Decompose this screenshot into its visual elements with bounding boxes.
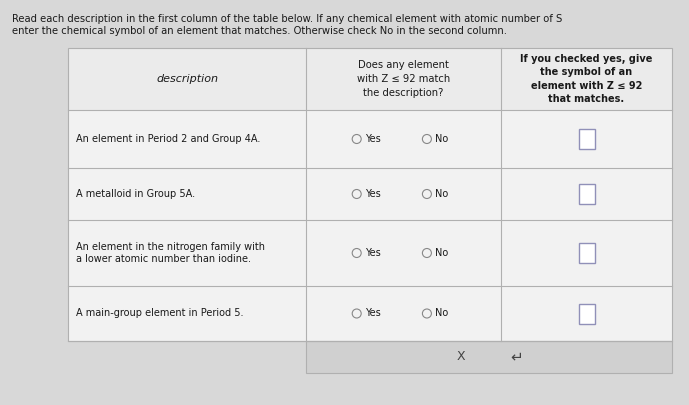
Text: description: description: [156, 74, 218, 84]
Text: Yes: Yes: [364, 134, 380, 144]
Text: An element in the nitrogen family with
a lower atomic number than iodine.: An element in the nitrogen family with a…: [76, 242, 265, 264]
Bar: [68, 48, 672, 110]
Text: No: No: [435, 134, 448, 144]
Bar: [68, 48, 672, 341]
Text: ↵: ↵: [511, 350, 524, 364]
Bar: [579, 184, 595, 204]
Bar: [68, 48, 672, 341]
Bar: [579, 243, 595, 263]
Text: Does any element
with Z ≤ 92 match
the description?: Does any element with Z ≤ 92 match the d…: [357, 60, 450, 98]
Text: A main-group element in Period 5.: A main-group element in Period 5.: [76, 309, 243, 318]
Text: enter the chemical symbol of an element that matches. Otherwise check No in the : enter the chemical symbol of an element …: [12, 26, 507, 36]
Text: A metalloid in Group 5A.: A metalloid in Group 5A.: [76, 189, 195, 199]
Bar: [579, 303, 595, 324]
Text: Yes: Yes: [364, 189, 380, 199]
Text: Read each description in the first column of the table below. If any chemical el: Read each description in the first colum…: [12, 14, 562, 24]
Text: No: No: [435, 248, 448, 258]
Text: If you checked yes, give
the symbol of an
element with Z ≤ 92
that matches.: If you checked yes, give the symbol of a…: [520, 53, 652, 104]
Text: Yes: Yes: [364, 248, 380, 258]
Bar: [306, 341, 672, 373]
Text: No: No: [435, 189, 448, 199]
Text: An element in Period 2 and Group 4A.: An element in Period 2 and Group 4A.: [76, 134, 260, 144]
Text: Yes: Yes: [364, 309, 380, 318]
Text: No: No: [435, 309, 448, 318]
Bar: [579, 129, 595, 149]
Text: X: X: [457, 350, 465, 364]
